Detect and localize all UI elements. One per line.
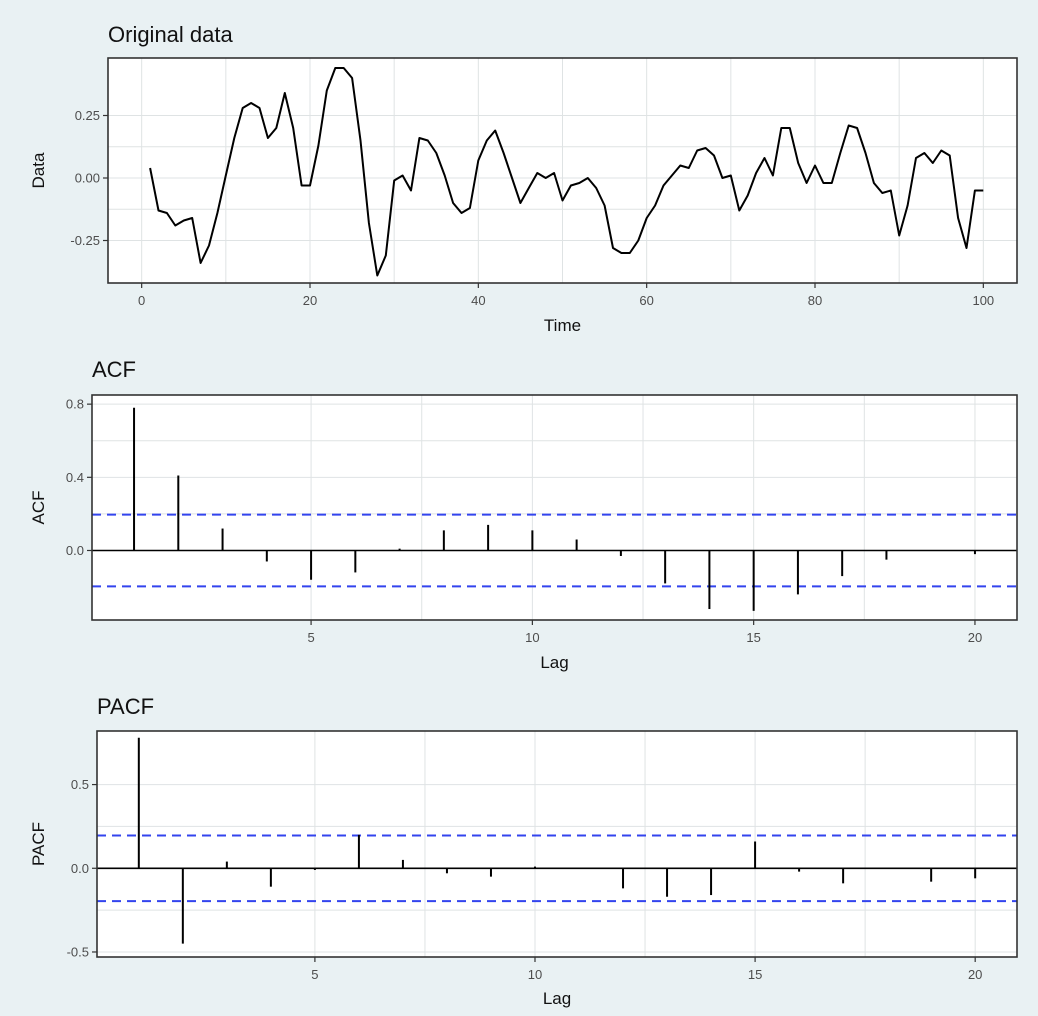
y-axis-label: PACF xyxy=(29,822,48,866)
y-tick-label: -0.5 xyxy=(67,944,89,959)
y-axis-label: Data xyxy=(29,152,48,188)
chart-title: Original data xyxy=(108,22,234,47)
x-tick-label: 20 xyxy=(968,967,982,982)
x-tick-label: 15 xyxy=(746,630,760,645)
y-tick-label: 0.0 xyxy=(71,861,89,876)
x-tick-label: 40 xyxy=(471,293,485,308)
x-tick-label: 20 xyxy=(968,630,982,645)
x-tick-label: 10 xyxy=(528,967,542,982)
y-tick-label: 0.25 xyxy=(75,108,100,123)
x-axis-label: Lag xyxy=(540,653,568,672)
x-tick-label: 80 xyxy=(808,293,822,308)
x-axis-label: Lag xyxy=(543,989,571,1008)
y-axis-label: ACF xyxy=(29,491,48,525)
plot-frame xyxy=(107,57,1018,284)
y-tick-label: -0.25 xyxy=(70,233,100,248)
x-tick-label: 10 xyxy=(525,630,539,645)
x-tick-label: 100 xyxy=(972,293,994,308)
plot-frame xyxy=(91,394,1018,621)
x-tick-label: 5 xyxy=(311,967,318,982)
chart-title: ACF xyxy=(92,357,136,382)
x-tick-label: 15 xyxy=(748,967,762,982)
x-tick-label: 5 xyxy=(307,630,314,645)
y-tick-label: 0.0 xyxy=(66,543,84,558)
y-tick-label: 0.8 xyxy=(66,397,84,412)
chart-title: PACF xyxy=(97,694,154,719)
chart-panel-acf: 5 10 15 20 0.0 0.4 0.8 ACF Lag ACF xyxy=(29,357,1018,672)
y-tick-label: 0.5 xyxy=(71,777,89,792)
x-tick-label: 0 xyxy=(138,293,145,308)
plot-frame xyxy=(96,730,1018,958)
series-line xyxy=(149,67,984,277)
chart-panel-pacf: 5 10 15 20 -0.5 0.0 0.5 PACF Lag PACF xyxy=(29,694,1018,1008)
x-tick-label: 60 xyxy=(639,293,653,308)
plot-area xyxy=(97,731,1017,957)
plot-area xyxy=(92,395,1017,620)
y-tick-label: 0.00 xyxy=(75,171,100,186)
x-tick-label: 20 xyxy=(303,293,317,308)
chart-panel-original-data: 0 20 40 60 80 100 -0.25 0.00 0.25 Original data Ti… xyxy=(29,22,1018,335)
x-axis-label: Time xyxy=(544,316,581,335)
y-tick-label: 0.4 xyxy=(66,470,84,485)
